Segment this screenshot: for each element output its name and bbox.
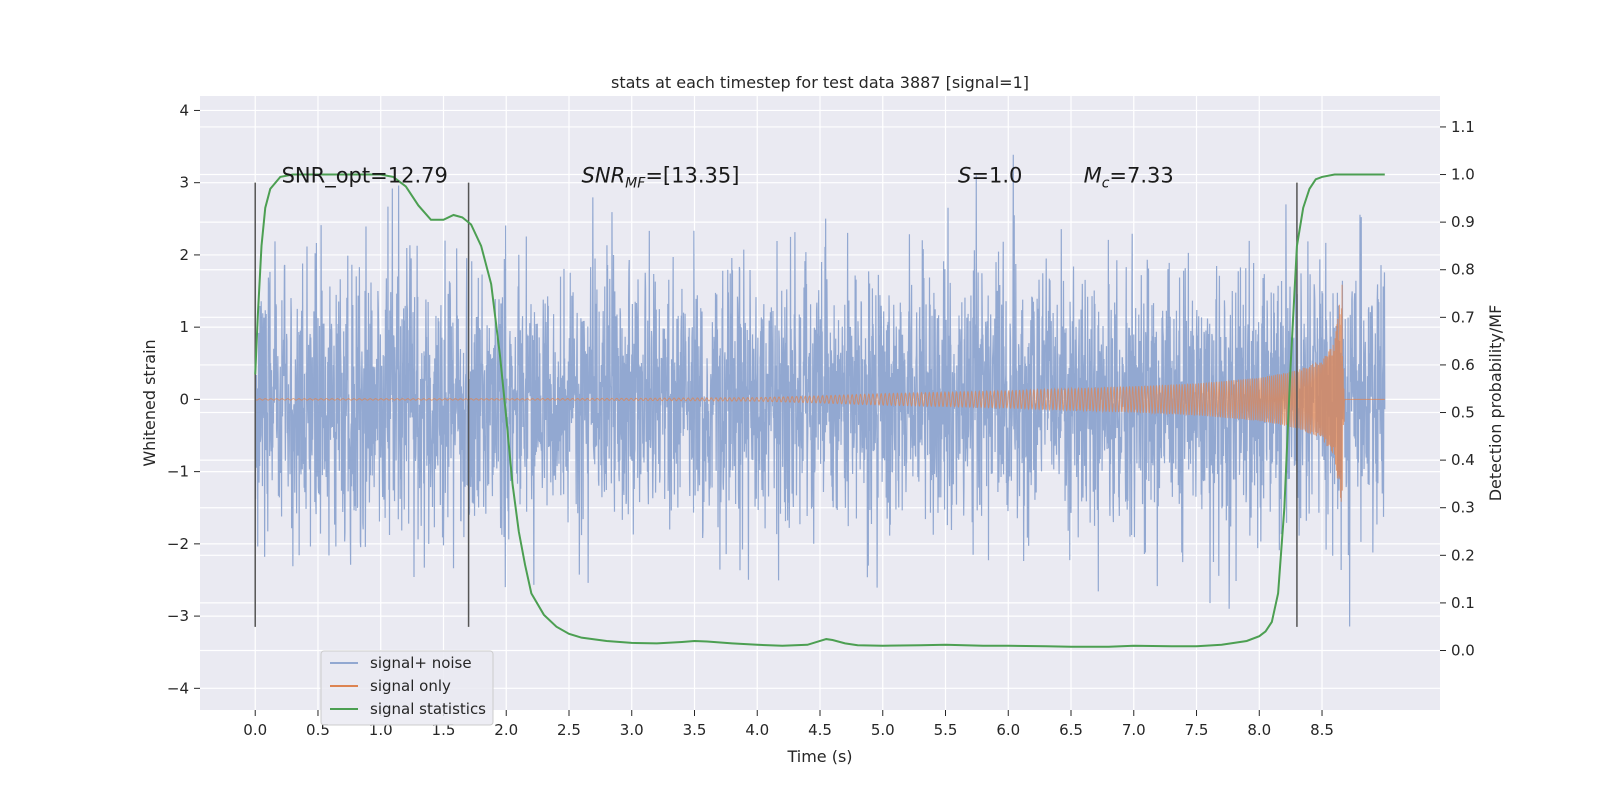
series-signal-noise	[254, 154, 1386, 627]
x-tick-label-0: 0.0	[243, 721, 267, 739]
x-ticks: 0.0 0.5 1.0 1.5 2.0 2.5 3.0 3.5 4.0 4.5 5.0 5.5 6.0 6…	[243, 710, 1334, 739]
y2-tick-label-0: 1.1	[1451, 118, 1475, 136]
y2-tick-label-2: 0.9	[1451, 213, 1475, 231]
y2-tick-label-1: 1.0	[1451, 166, 1475, 184]
y2-tick-label-6: 0.5	[1451, 404, 1475, 422]
x-tick-label-4: 2.0	[494, 721, 518, 739]
s-symbol: S	[958, 164, 971, 188]
x-tick-label-14: 7.0	[1122, 721, 1146, 739]
snr-mf-value: =[13.35]	[645, 164, 739, 188]
y-tick-label-5: −1	[167, 463, 189, 481]
y2-tick-label-3: 0.8	[1451, 261, 1475, 279]
chart-title: stats at each timestep for test data 388…	[611, 73, 1029, 92]
x-axis-label: Time (s)	[786, 747, 852, 766]
series-signal-statistics	[254, 173, 1385, 648]
x-tick-label-6: 3.0	[620, 721, 644, 739]
legend-box	[320, 650, 494, 726]
x-tick-label-10: 5.0	[871, 721, 895, 739]
legend-label-signal-noise: signal+ noise	[370, 654, 472, 672]
y-tick-label-2: 2	[179, 246, 189, 264]
snr-mf-sub: MF	[625, 176, 646, 192]
annotation-snr-mf: SNRMF=[13.35]	[582, 164, 740, 192]
y2-tick-label-11: 0.0	[1451, 642, 1475, 660]
series-signal-only	[254, 284, 1385, 502]
y2-tick-label-8: 0.3	[1451, 499, 1475, 517]
x-tick-label-13: 6.5	[1059, 721, 1083, 739]
mc-sub: c	[1102, 176, 1110, 192]
y-axis-label: Whitened strain	[140, 339, 159, 466]
y-ticks-right: 1.1 1.0 0.9 0.8 0.7 0.6 0.5 0.4 0.3 0.2 0.1 0.0	[1440, 118, 1475, 660]
legend: signal+ noise signal only signal statist…	[320, 650, 494, 726]
x-tick-label-1: 0.5	[306, 721, 330, 739]
y-tick-label-6: −2	[167, 535, 189, 553]
y-tick-label-0: 4	[179, 101, 189, 119]
snr-mf-base: SNR	[582, 164, 626, 188]
y-tick-label-4: 0	[179, 390, 189, 408]
annotation-snr-opt: SNR_opt=12.79	[282, 164, 448, 189]
y-ticks-left: 4 3 2 1 0 −1 −2 −3 −4	[167, 101, 200, 697]
legend-label-signal-only: signal only	[370, 677, 451, 695]
annotation-mc: Mc=7.33	[1084, 164, 1174, 192]
s-value: =1.0	[971, 164, 1022, 188]
annotation-s: S=1.0	[958, 164, 1022, 188]
x-tick-label-7: 3.5	[683, 721, 707, 739]
x-tick-label-8: 4.0	[745, 721, 769, 739]
legend-label-signal-statistics: signal statistics	[370, 700, 486, 718]
y2-tick-label-4: 0.7	[1451, 308, 1475, 326]
mc-base: M	[1084, 164, 1102, 188]
mc-value: =7.33	[1109, 164, 1173, 188]
y-tick-label-7: −3	[167, 607, 189, 625]
y2-tick-label-9: 0.2	[1451, 546, 1475, 564]
y2-axis-label: Detection probability/MF	[1486, 305, 1505, 502]
y2-tick-label-5: 0.6	[1451, 356, 1475, 374]
y-tick-label-3: 1	[179, 318, 189, 336]
x-tick-label-9: 4.5	[808, 721, 832, 739]
x-tick-label-12: 6.0	[996, 721, 1020, 739]
x-tick-label-17: 8.5	[1310, 721, 1334, 739]
x-tick-label-11: 5.5	[934, 721, 958, 739]
y-tick-label-1: 3	[179, 174, 189, 192]
y2-tick-label-7: 0.4	[1451, 451, 1475, 469]
y2-tick-label-10: 0.1	[1451, 594, 1475, 612]
y-tick-label-8: −4	[167, 679, 189, 697]
x-tick-label-15: 7.5	[1185, 721, 1209, 739]
x-tick-label-5: 2.5	[557, 721, 581, 739]
x-tick-label-16: 8.0	[1247, 721, 1271, 739]
